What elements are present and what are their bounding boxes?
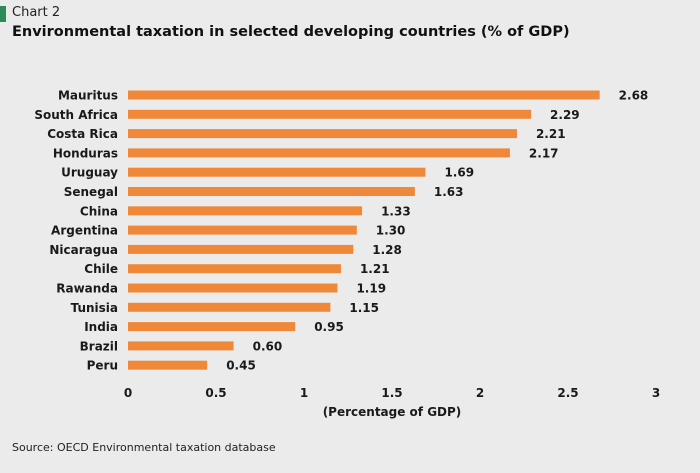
data-label: 1.30	[376, 224, 406, 238]
data-label: 2.29	[550, 108, 580, 122]
x-tick-label: 1.5	[381, 386, 402, 400]
data-label: 1.15	[349, 301, 379, 315]
bar	[128, 148, 510, 158]
bar	[128, 167, 426, 177]
data-label: 2.21	[536, 127, 566, 141]
bar	[128, 341, 234, 351]
data-label: 1.21	[360, 262, 390, 276]
category-label: Rawanda	[56, 282, 118, 296]
data-label: 0.95	[314, 320, 344, 334]
data-label: 2.68	[619, 89, 649, 103]
bar	[128, 302, 331, 312]
category-label: India	[84, 320, 118, 334]
category-label: China	[80, 204, 118, 218]
data-label: 0.45	[226, 359, 256, 373]
bar	[128, 283, 338, 293]
x-tick-label: 3	[652, 386, 660, 400]
category-label: Tunisia	[71, 301, 118, 315]
bar	[128, 129, 517, 139]
source-note: Source: OECD Environmental taxation data…	[12, 441, 276, 454]
chart-title: Environmental taxation in selected devel…	[12, 24, 570, 40]
data-label: 1.69	[444, 166, 474, 180]
data-label: 1.19	[356, 282, 386, 296]
category-label: South Africa	[34, 108, 118, 122]
data-label: 0.60	[253, 339, 283, 353]
category-label: Brazil	[80, 339, 118, 353]
category-label: Senegal	[64, 185, 118, 199]
bar	[128, 225, 357, 235]
bar	[128, 90, 600, 100]
chart-number-label: Chart 2	[12, 5, 61, 20]
category-label: Peru	[87, 359, 118, 373]
bar	[128, 187, 415, 196]
category-label: Argentina	[51, 224, 118, 238]
bar	[128, 206, 363, 216]
category-label: Uruguay	[61, 166, 118, 180]
data-label: 1.28	[372, 243, 402, 257]
data-label: 1.63	[434, 185, 464, 199]
category-label: Honduras	[53, 146, 118, 160]
x-tick-label: 0.5	[205, 386, 226, 400]
x-tick-label: 2.5	[557, 386, 578, 400]
data-label: 2.17	[529, 146, 559, 160]
bar	[128, 109, 532, 119]
category-label: Nicaragua	[49, 243, 118, 257]
bar	[128, 360, 208, 370]
bar	[128, 264, 341, 274]
category-label: Mauritus	[58, 89, 118, 103]
data-label: 1.33	[381, 204, 411, 218]
x-tick-label: 2	[476, 386, 484, 400]
accent-tab	[0, 6, 6, 22]
bar	[128, 322, 296, 332]
x-tick-label: 0	[124, 386, 132, 400]
x-axis-title: (Percentage of GDP)	[323, 405, 462, 419]
bar	[128, 244, 354, 254]
x-tick-label: 1	[300, 386, 308, 400]
category-label: Chile	[84, 262, 118, 276]
category-label: Costa Rica	[47, 127, 118, 141]
